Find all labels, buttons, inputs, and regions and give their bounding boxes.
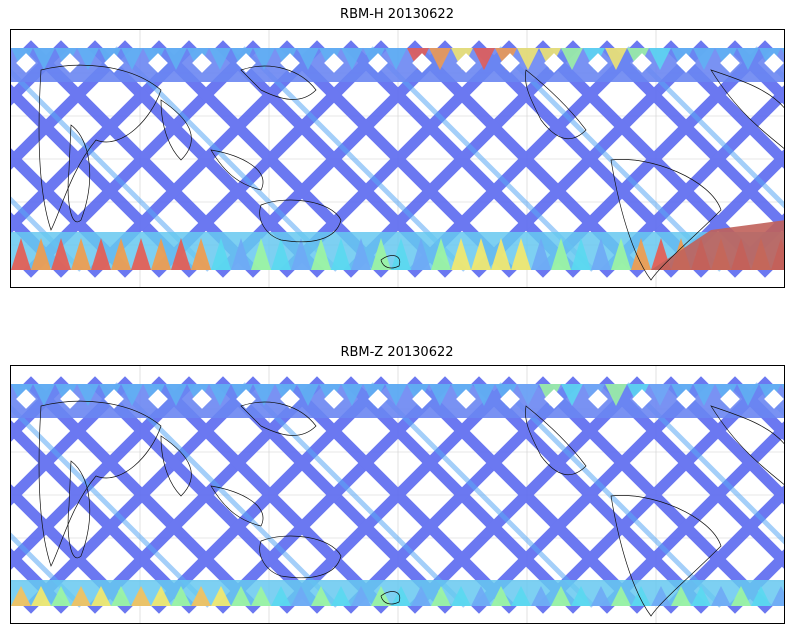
landmass <box>38 400 162 567</box>
landmass <box>525 405 587 476</box>
radiation-belt-map-rbm-h <box>11 30 784 287</box>
swath-track <box>11 548 69 614</box>
swath-track <box>11 376 133 506</box>
landmass <box>259 535 342 579</box>
panel-title-rbm-h: RBM-H 20130622 <box>340 7 454 22</box>
landmass <box>240 65 317 100</box>
landmass <box>610 495 722 617</box>
landmass <box>38 64 162 231</box>
coastlines <box>38 400 784 617</box>
swath-track <box>407 376 645 614</box>
satellite-swath-tracks <box>11 376 784 614</box>
landmass <box>525 69 587 140</box>
north-polar-band <box>11 384 784 418</box>
panel-title-rbm-z: RBM-Z 20130622 <box>340 345 454 360</box>
north-polar-band <box>11 48 784 82</box>
map-rbm-z <box>10 365 785 624</box>
landmass <box>67 460 91 559</box>
coastlines <box>38 64 784 281</box>
landmass <box>210 485 264 527</box>
radiation-belt-map-rbm-z <box>11 366 784 623</box>
swath-track <box>599 421 784 614</box>
swath-track <box>727 376 784 441</box>
landmass <box>610 159 722 281</box>
new-zealand <box>380 591 401 605</box>
swath-track <box>727 549 784 614</box>
landmass <box>240 401 317 436</box>
swath-track <box>23 376 261 614</box>
swath-track <box>727 40 784 105</box>
swath-track <box>151 376 389 614</box>
landmass <box>210 149 264 191</box>
swath-highlight <box>11 382 784 608</box>
landmass <box>160 99 192 161</box>
map-rbm-h <box>10 29 785 288</box>
landmass <box>710 405 784 485</box>
landmass <box>259 199 342 243</box>
swath-track <box>663 485 784 614</box>
swath-track <box>535 376 773 614</box>
landmass <box>710 69 784 149</box>
swath-track <box>279 376 517 614</box>
landmass <box>160 435 192 497</box>
south-polar-band <box>11 220 784 270</box>
new-zealand <box>380 255 401 269</box>
landmass <box>67 124 91 223</box>
south-polar-band <box>11 580 784 606</box>
swath-track <box>11 40 133 170</box>
